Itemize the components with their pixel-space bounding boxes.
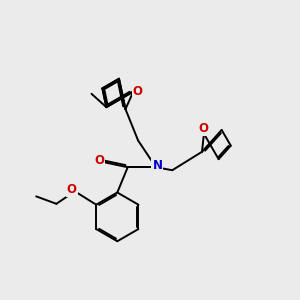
- Text: N: N: [152, 159, 162, 172]
- Text: O: O: [94, 154, 104, 167]
- Text: O: O: [133, 85, 143, 98]
- Text: O: O: [67, 183, 77, 196]
- Text: O: O: [198, 122, 208, 135]
